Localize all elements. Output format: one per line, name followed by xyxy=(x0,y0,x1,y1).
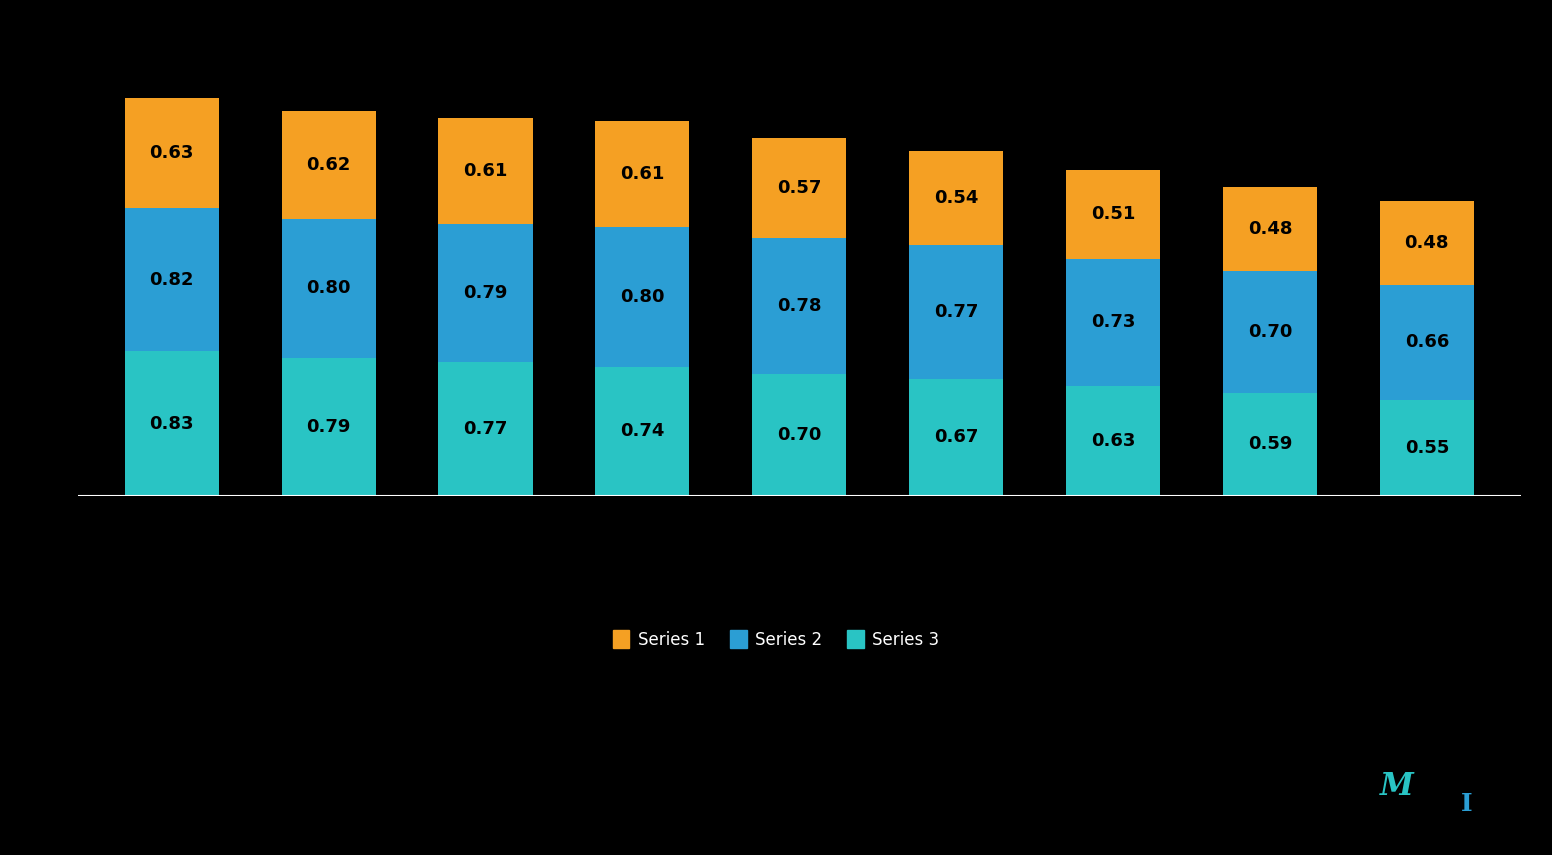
Bar xyxy=(909,379,1003,496)
Bar xyxy=(1223,393,1318,496)
Text: 0.55: 0.55 xyxy=(1405,439,1450,457)
Text: 0.59: 0.59 xyxy=(1248,435,1293,453)
Text: I: I xyxy=(1460,792,1473,816)
Text: 0.61: 0.61 xyxy=(464,162,508,180)
Text: 0.77: 0.77 xyxy=(934,303,978,321)
Text: 0.83: 0.83 xyxy=(149,415,194,433)
Text: 0.70: 0.70 xyxy=(1248,323,1293,341)
Text: 0.67: 0.67 xyxy=(934,428,978,446)
Text: 0.79: 0.79 xyxy=(306,418,351,436)
Text: 0.54: 0.54 xyxy=(934,189,978,207)
Bar xyxy=(1223,271,1318,393)
Bar xyxy=(281,358,376,496)
Text: M: M xyxy=(1380,771,1414,802)
Bar xyxy=(281,219,376,358)
Bar xyxy=(281,110,376,219)
Bar xyxy=(1380,285,1474,400)
Text: 0.70: 0.70 xyxy=(778,426,821,444)
Bar xyxy=(753,139,846,238)
Bar xyxy=(1223,187,1318,271)
Bar xyxy=(596,227,689,367)
Text: 0.57: 0.57 xyxy=(778,180,821,198)
Bar xyxy=(124,98,219,209)
Bar xyxy=(124,209,219,351)
Text: 0.66: 0.66 xyxy=(1405,333,1450,351)
Bar xyxy=(909,150,1003,245)
Bar xyxy=(1380,400,1474,496)
Text: 0.80: 0.80 xyxy=(306,280,351,298)
Text: 0.80: 0.80 xyxy=(621,288,664,306)
Bar xyxy=(439,362,532,496)
Bar xyxy=(1066,386,1161,496)
Text: 0.63: 0.63 xyxy=(149,144,194,162)
Legend: Series 1, Series 2, Series 3: Series 1, Series 2, Series 3 xyxy=(607,624,945,655)
Bar xyxy=(753,374,846,496)
Bar xyxy=(596,367,689,496)
Text: 0.73: 0.73 xyxy=(1091,314,1135,332)
Text: 0.63: 0.63 xyxy=(1091,432,1135,450)
Bar xyxy=(753,238,846,374)
Bar xyxy=(1066,170,1161,259)
Bar xyxy=(596,121,689,227)
Text: 0.61: 0.61 xyxy=(621,165,664,183)
Bar xyxy=(439,117,532,224)
Text: 0.48: 0.48 xyxy=(1248,220,1293,239)
Text: 0.82: 0.82 xyxy=(149,271,194,289)
Bar xyxy=(1066,259,1161,386)
Text: 0.62: 0.62 xyxy=(306,156,351,174)
Text: 0.77: 0.77 xyxy=(464,420,508,438)
Text: 0.51: 0.51 xyxy=(1091,205,1135,223)
Bar xyxy=(1380,201,1474,285)
Text: 0.78: 0.78 xyxy=(778,297,821,315)
Text: 0.74: 0.74 xyxy=(621,422,664,440)
Bar xyxy=(909,245,1003,379)
Text: 0.79: 0.79 xyxy=(464,284,508,302)
Bar xyxy=(124,351,219,496)
Bar xyxy=(439,224,532,362)
Text: 0.48: 0.48 xyxy=(1405,234,1450,252)
